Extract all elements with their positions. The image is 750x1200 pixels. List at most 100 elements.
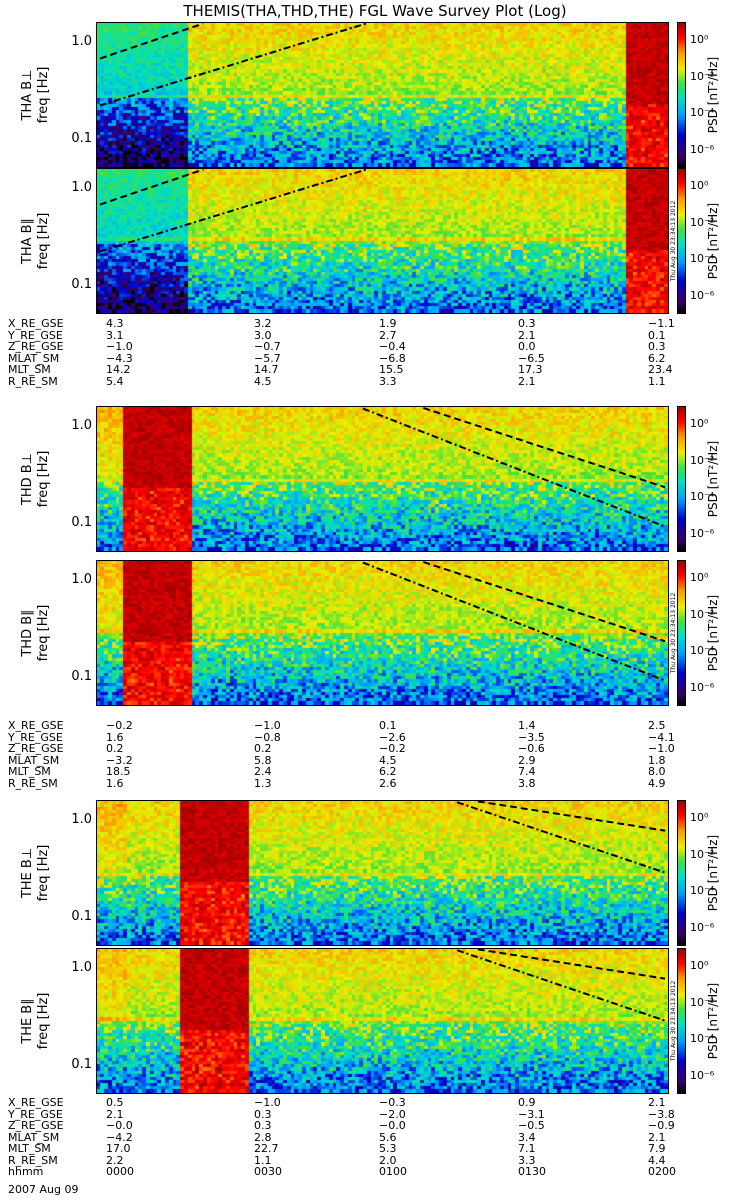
freq-tick-label: 0.1	[71, 276, 92, 292]
freq-tick-label: 0.1	[71, 130, 92, 146]
ephemeris-value: 0.1	[648, 328, 666, 342]
ephemeris-name: X_RE_GSE	[8, 317, 64, 330]
ephemeris-value: 2.1	[518, 328, 536, 342]
ephemeris-value: 17.0	[106, 1142, 131, 1155]
ephemeris-row: MLAT_SM −4.2 2.8 5.6 3.4 2.1	[8, 1132, 688, 1143]
ephemeris-row: MLAT_SM −4.3 −5.7 −6.8 −6.5 6.2	[8, 353, 688, 364]
ephemeris-value: 0.0	[518, 340, 536, 353]
ephemeris-value: 3.8	[518, 776, 536, 790]
ephemeris-value: 0.3	[648, 340, 666, 353]
colorbar-label: PSD [nT²/Hz]	[706, 440, 720, 518]
date-label: 2007 Aug 09	[8, 1183, 79, 1196]
ephemeris-value: 1.6	[106, 730, 124, 744]
colorbar-tick-label: 10⁻²	[690, 69, 715, 83]
ephemeris-value: −4.3	[106, 351, 133, 365]
freq-tick-label: 0.1	[71, 1056, 92, 1072]
ephemeris-value: 0.3	[254, 1107, 272, 1121]
ephemeris-row: X_RE_GSE 4.3 3.2 1.9 0.3 −1.1	[8, 318, 688, 329]
timestamp: Thu Aug 30 23:34:13 2012	[670, 200, 677, 282]
ephemeris-row: Y_RE_GSE 3.1 3.0 2.7 2.1 0.1	[8, 330, 688, 341]
ephemeris-value: 5.3	[379, 1142, 397, 1155]
component-label: THA B∥	[20, 217, 35, 265]
ephemeris-value: 0.3	[518, 317, 536, 330]
ephemeris-value: 5.4	[106, 374, 124, 388]
ephemeris-value: 2.1	[648, 1130, 666, 1144]
ephemeris-name: MLAT_SM	[8, 351, 60, 365]
time-row-name: hhmm	[8, 1165, 44, 1178]
ephemeris-value: −0.0	[106, 1119, 133, 1132]
colorbar-tick-label: 10⁰	[690, 417, 709, 431]
ephemeris-value: 3.2	[254, 317, 272, 330]
ephemeris-value: 6.2	[648, 351, 666, 365]
ephemeris-name: MLAT_SM	[8, 1130, 60, 1144]
ephemeris-value: 1.3	[254, 776, 272, 790]
ephemeris-value: 2.6	[379, 776, 397, 790]
ephemeris-value: −4.2	[106, 1130, 133, 1144]
ephemeris-row: Z_RE_GSE −0.0 0.3 −0.0 −0.5 −0.9	[8, 1120, 688, 1131]
spectrogram-image	[97, 407, 668, 551]
dashed-curve	[99, 23, 204, 60]
ephemeris-value: −5.7	[254, 351, 281, 365]
colorbar-tick-label: 10⁻⁴	[690, 252, 715, 266]
ephemeris-value: 1.1	[254, 1153, 272, 1167]
spectrogram-the-bpar	[96, 948, 669, 1094]
colorbar	[677, 560, 686, 706]
time-tick-label: 0030	[254, 1165, 282, 1178]
colorbar-tick-label: 10⁻²	[690, 995, 715, 1009]
curve-overlay	[99, 23, 368, 107]
colorbar-label: PSD [nT²/Hz]	[706, 202, 720, 280]
ephemeris-value: 4.4	[648, 1153, 666, 1167]
ephemeris-row: X_RE_GSE −0.2 −1.0 0.1 1.4 2.5	[8, 720, 688, 731]
freq-tick-label: 0.1	[71, 514, 92, 530]
time-tick-label: 0200	[648, 1165, 676, 1178]
ephemeris-value: −1.0	[254, 719, 281, 732]
ephemeris-value: 7.1	[518, 1142, 536, 1155]
ephemeris-value: 14.2	[106, 363, 131, 376]
ephemeris-value: 0.1	[379, 719, 397, 732]
ephemeris-value: 2.4	[254, 765, 272, 778]
ephemeris-name: R_RE_SM	[8, 776, 58, 790]
ephemeris-value: −2.0	[379, 1107, 406, 1121]
ephemeris-value: −0.6	[518, 742, 545, 755]
spectrogram-tha-bpar	[96, 168, 669, 314]
ephemeris-row: Z_RE_GSE 0.2 0.2 −0.2 −0.6 −1.0	[8, 743, 688, 754]
curve-overlay	[362, 407, 666, 528]
colorbar-tick-label: 10⁻²	[690, 607, 715, 621]
dashed-curve	[423, 561, 666, 643]
chart-title: THEMIS(THA,THD,THE) FGL Wave Survey Plot…	[183, 2, 567, 20]
ephemeris-value: 5.6	[379, 1130, 397, 1144]
colorbar-label: PSD [nT²/Hz]	[706, 834, 720, 912]
ephemeris-value: 0.3	[254, 1119, 272, 1132]
ephemeris-value: −0.9	[648, 1119, 675, 1132]
ephemeris-value: 22.7	[254, 1142, 279, 1155]
component-label: THE B∥	[20, 998, 35, 1044]
ephemeris-value: 4.5	[254, 374, 272, 388]
spectrogram-image	[97, 169, 668, 313]
ephemeris-name: Z_RE_GSE	[8, 1119, 64, 1132]
ephemeris-value: 4.9	[648, 776, 666, 790]
ephemeris-value: 15.5	[379, 363, 404, 376]
ephemeris-name: Y_RE_GSE	[8, 328, 63, 342]
colorbar-tick-label: 10⁻⁶	[690, 526, 715, 540]
ephemeris-value: −0.2	[379, 742, 406, 755]
ephemeris-value: −0.5	[518, 1119, 545, 1132]
ephemeris-value: −1.0	[106, 340, 133, 353]
colorbar	[677, 948, 686, 1094]
freq-tick-label: 1.0	[71, 811, 92, 827]
colorbar-tick-label: 10⁰	[690, 811, 709, 825]
ephemeris-value: 4.3	[106, 317, 124, 330]
colorbar-tick-label: 10⁻⁶	[690, 680, 715, 694]
spectrogram-image	[97, 23, 668, 167]
colorbar-tick-label: 10⁻²	[690, 453, 715, 467]
ephemeris-row: MLAT_SM −3.2 5.8 4.5 2.9 1.8	[8, 755, 688, 766]
colorbar-tick-label: 10⁻⁶	[690, 288, 715, 302]
colorbar-tick-label: 10⁻⁴	[690, 884, 715, 898]
ephemeris-name: X_RE_GSE	[8, 719, 64, 732]
colorbar	[677, 168, 686, 314]
ephemeris-value: −3.5	[518, 730, 545, 744]
ephemeris-value: 0.9	[518, 1096, 536, 1109]
freq-tick-label: 1.0	[71, 179, 92, 195]
ephemeris-name: MLT_SM	[8, 765, 51, 778]
colorbar-tick-label: 10⁻²	[690, 215, 715, 229]
colorbar-tick-label: 10⁻⁴	[690, 644, 715, 658]
